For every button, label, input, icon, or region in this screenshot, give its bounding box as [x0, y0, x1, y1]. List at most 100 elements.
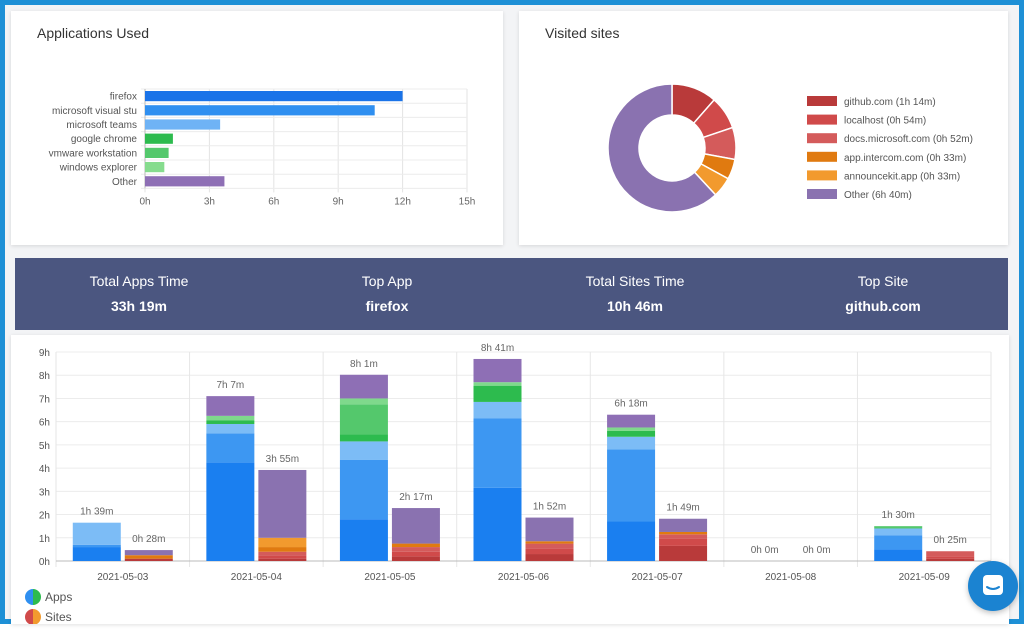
apps-bar-segment — [339, 404, 388, 435]
apps-bar-segment — [874, 535, 923, 550]
visited-sites-donut-chart: github.com (1h 14m) localhost (0h 54m) doc… — [607, 83, 973, 213]
sites-bar-segment — [525, 541, 574, 544]
sites-bar-segment — [926, 551, 975, 557]
sites-total-label: 1h 52m — [533, 502, 566, 513]
visited-sites-title: Visited sites — [545, 25, 620, 41]
date-label: 2021-05-04 — [231, 572, 283, 583]
x-tick-label: 3h — [204, 196, 215, 207]
top-site-label: Top Site — [857, 273, 909, 289]
top-app-label: Top App — [361, 273, 413, 289]
apps-bar-segment — [339, 374, 388, 399]
apps-bar-segment — [473, 487, 522, 561]
apps-bar-segment — [206, 462, 255, 561]
legend-swatch — [807, 114, 837, 125]
bar — [145, 176, 225, 187]
legend-label: localhost (0h 54m) — [844, 116, 926, 127]
sites-total-label: 2h 17m — [399, 492, 432, 503]
apps-bar-segment — [206, 415, 255, 421]
sites-total-label: 0h 25m — [934, 535, 967, 546]
sites-bar-segment — [391, 508, 440, 544]
apps-total-label: 7h 7m — [216, 380, 244, 391]
category-label: microsoft teams — [66, 120, 137, 131]
apps-total-label: 1h 30m — [882, 510, 915, 521]
apps-bar-segment — [206, 396, 255, 416]
chat-button[interactable] — [968, 561, 1018, 611]
sites-bar-segment — [124, 558, 173, 561]
sites-bar-segment — [391, 556, 440, 561]
apps-bar-segment — [607, 436, 656, 450]
applications-bar-chart: 0h 3h 6h 9h 12h 15h firefox microsoft visual st… — [49, 88, 476, 207]
apps-bar-segment — [339, 459, 388, 520]
legend-icon-right — [33, 609, 41, 625]
apps-bar-segment — [72, 544, 121, 548]
total-apps-time-value: 33h 19m — [110, 298, 168, 314]
sites-bar-segment — [926, 556, 975, 559]
bar — [145, 119, 221, 130]
date-label: 2021-05-09 — [899, 572, 951, 583]
apps-bar-segment — [339, 398, 388, 405]
apps-bar-segment — [339, 441, 388, 460]
apps-bar-segment — [473, 382, 522, 386]
total-sites-time-label: Total Sites Time — [585, 273, 685, 289]
y-tick-label: 9h — [39, 348, 50, 359]
apps-bar-segment — [473, 418, 522, 488]
bar — [145, 91, 403, 102]
total-apps-time-label: Total Apps Time — [89, 273, 189, 289]
apps-bar-segment — [607, 521, 656, 561]
sites-bar-segment — [258, 551, 307, 556]
sites-bar-segment — [258, 547, 307, 552]
apps-bar-segment — [473, 358, 522, 383]
x-tick-label: 9h — [333, 196, 344, 207]
apps-total-label: 6h 18m — [614, 399, 647, 410]
bar — [145, 133, 173, 144]
sites-bar-segment — [659, 538, 708, 546]
applications-used-panel: Applications Used 0h 3h 6h 9h 12h 15h firefox m… — [11, 11, 503, 245]
x-tick-label: 15h — [459, 196, 476, 207]
applications-used-title: Applications Used — [37, 25, 150, 41]
legend-icon-left — [25, 609, 33, 625]
sites-bar-segment — [391, 547, 440, 552]
apps-total-label: 1h 39m — [80, 507, 113, 518]
apps-bar-segment — [206, 423, 255, 434]
apps-bar-segment — [339, 519, 388, 561]
sites-bar-segment — [258, 558, 307, 561]
top-app-value: firefox — [365, 298, 409, 314]
chat-icon — [983, 575, 1003, 595]
apps-bar-segment — [72, 522, 121, 545]
apps-bar-segment — [874, 528, 923, 536]
date-label: 2021-05-05 — [364, 572, 416, 583]
legend-swatch — [807, 170, 837, 181]
category-label: microsoft visual stu — [52, 106, 137, 117]
y-tick-label: 5h — [39, 441, 50, 452]
sites-bar-segment — [124, 550, 173, 556]
y-tick-label: 2h — [39, 511, 50, 522]
total-sites-time-value: 10h 46m — [606, 298, 664, 314]
sites-bar-segment — [659, 545, 708, 561]
sites-bar-segment — [525, 548, 574, 555]
bar — [145, 105, 375, 116]
sites-total-label: 0h 28m — [132, 534, 165, 545]
x-tick-label: 0h — [139, 196, 150, 207]
category-label: firefox — [110, 92, 137, 103]
top-app-stat: Top App firefox — [263, 258, 511, 330]
visited-sites-panel: Visited sites github.com (1h 14m) localho… — [519, 11, 1008, 245]
sites-bar-segment — [926, 558, 975, 561]
legend-icon-right — [33, 589, 41, 605]
y-tick-label: 7h — [39, 394, 50, 405]
sites-bar-segment — [659, 534, 708, 539]
sites-bar-segment — [258, 537, 307, 548]
pie-slice — [607, 83, 717, 213]
top-site-value: github.com — [845, 298, 921, 314]
date-label: 2021-05-06 — [498, 572, 550, 583]
legend-swatch — [807, 133, 837, 144]
sites-bar-segment — [525, 543, 574, 549]
x-tick-label: 12h — [394, 196, 411, 207]
y-tick-label: 3h — [39, 487, 50, 498]
summary-banner: Total Apps Time 33h 19m Top App firefox … — [15, 258, 1008, 330]
sites-total-label: 1h 49m — [666, 503, 699, 514]
category-label: Other — [112, 177, 138, 188]
sites-bar-segment — [124, 555, 173, 559]
sites-bar-segment — [391, 543, 440, 548]
apps-bar-segment — [607, 427, 656, 431]
apps-bar-segment — [874, 526, 923, 529]
